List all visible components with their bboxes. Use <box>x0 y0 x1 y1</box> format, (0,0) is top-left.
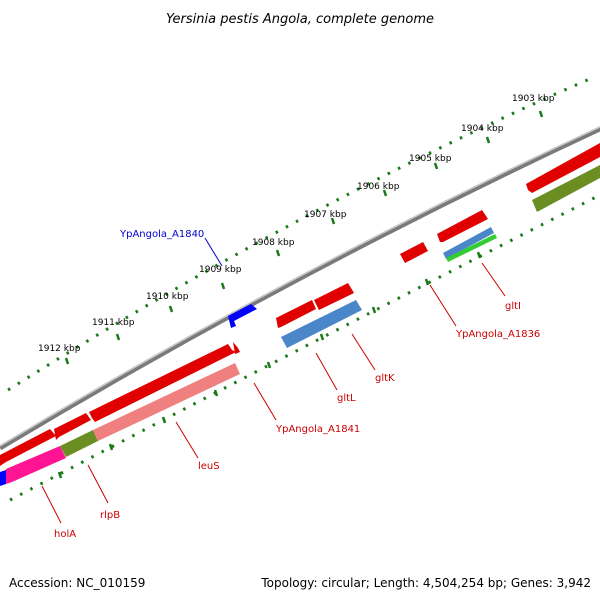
label-leuS[interactable]: leuS <box>198 461 220 472</box>
complement-row <box>0 165 600 486</box>
label-YpAngola-A1836[interactable]: YpAngola_A1836 <box>455 329 540 340</box>
label-YpAngola-A1840[interactable]: YpAngola_A1840 <box>119 229 204 240</box>
leader-rlpB <box>87 464 109 504</box>
gene-YpAngola-A1841[interactable] <box>233 342 240 354</box>
leader-YpAngola-A1841 <box>253 382 277 421</box>
scale-label-1904: 1904 kbp <box>461 124 504 134</box>
cds-arrow[interactable] <box>437 210 488 242</box>
scale-label-1905: 1905 kbp <box>409 154 452 164</box>
label-YpAngola-A1841[interactable]: YpAngola_A1841 <box>275 424 360 435</box>
scale-label-1911: 1911 kbp <box>92 318 135 328</box>
scale-label-1903: 1903 kbp <box>512 94 555 104</box>
gene-leuS[interactable] <box>93 363 240 441</box>
gene-gltI-blue[interactable] <box>443 227 494 259</box>
gene-gltI-green[interactable] <box>446 234 497 262</box>
leader-YpAngola-A1836 <box>429 284 457 327</box>
scale-label-1906: 1906 kbp <box>357 182 400 192</box>
rna-arrow-olive[interactable] <box>532 165 600 212</box>
cds-arrow[interactable] <box>54 413 91 440</box>
footer-summary: Topology: circular; Length: 4,504,254 bp… <box>260 576 591 590</box>
footer-accession: Accession: NC_010159 <box>9 576 145 590</box>
scale-label-1912: 1912 kbp <box>38 344 81 354</box>
inner-major-ticks <box>57 251 482 479</box>
leader-leuS <box>175 421 199 459</box>
label-rlpB[interactable]: rlpB <box>100 510 120 521</box>
gene-YpAngola-A1840[interactable] <box>228 304 257 328</box>
scale-label-1908: 1908 kbp <box>252 238 295 248</box>
cds-arrow[interactable] <box>276 300 316 328</box>
gene-YpAngola-A1836[interactable] <box>400 242 428 263</box>
leader-gltL <box>315 352 338 391</box>
cds-arrow-blue[interactable] <box>0 470 6 486</box>
genome-backbone-highlight <box>0 126 600 447</box>
gene-gltK[interactable] <box>281 300 362 348</box>
leader-YpAngola-A1840 <box>204 237 223 267</box>
leader-gltI <box>481 262 506 297</box>
genome-backbone <box>0 126 600 451</box>
label-holA[interactable]: holA <box>54 529 76 540</box>
map-title: Yersinia pestis Angola, complete genome <box>166 12 434 27</box>
scale-label-1909: 1909 kbp <box>199 265 242 275</box>
cds-arrow[interactable] <box>89 344 236 422</box>
forward-cds-row <box>0 143 600 466</box>
leader-gltK <box>351 333 376 371</box>
cds-arrow[interactable] <box>0 429 56 466</box>
gene-holA[interactable] <box>6 446 66 484</box>
outer-scale-track <box>7 76 593 392</box>
scale-label-1907: 1907 kbp <box>304 210 347 220</box>
label-gltK[interactable]: gltK <box>375 373 395 384</box>
outer-major-ticks <box>64 110 544 365</box>
leader-holA <box>41 485 62 524</box>
label-gltI[interactable]: gltI <box>505 301 521 312</box>
scale-label-1910: 1910 kbp <box>146 292 189 302</box>
gene-rlpB[interactable] <box>60 430 98 457</box>
cds-arrow[interactable] <box>314 283 354 310</box>
inner-scale-track <box>9 193 600 502</box>
cds-arrow[interactable] <box>526 143 600 193</box>
label-gltL[interactable]: gltL <box>337 393 356 404</box>
